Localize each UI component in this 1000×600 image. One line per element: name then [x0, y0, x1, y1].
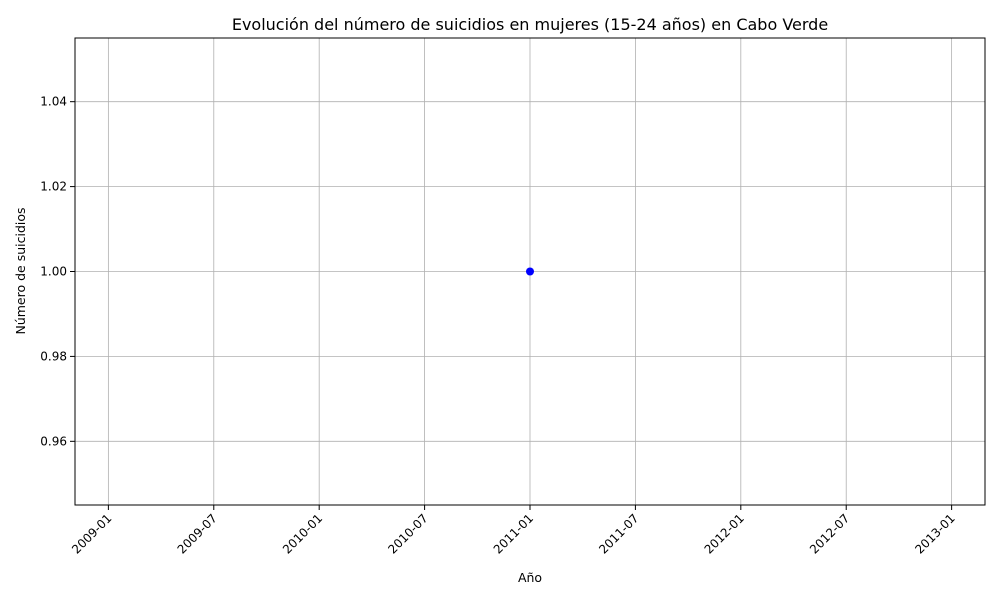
x-tick-label: 2009-07: [175, 511, 220, 556]
x-tick-label: 2012-01: [702, 511, 747, 556]
series-layer: [526, 267, 534, 276]
x-tick-label: 2012-07: [807, 511, 852, 556]
x-tick-label: 2010-07: [385, 511, 430, 556]
y-tick-label: 0.96: [40, 434, 67, 448]
x-tick-label: 2010-01: [280, 511, 325, 556]
x-tick-label: 2011-07: [596, 511, 641, 556]
y-tick-label: 1.02: [40, 180, 67, 194]
x-tick-label: 2011-01: [491, 511, 536, 556]
x-axis: 2009-01 2009-07 2010-01 2010-07 2011-01 2011-…: [69, 505, 958, 557]
chart-title: Evolución del número de suicidios en muj…: [232, 15, 828, 34]
y-axis-label: Número de suicidios: [13, 207, 28, 334]
x-tick-label: 2013-01: [912, 511, 957, 556]
y-axis: 0.96 0.98 1.00 1.02 1.04: [40, 95, 75, 448]
y-tick-label: 1.00: [40, 265, 67, 279]
y-tick-label: 0.98: [40, 349, 67, 363]
grid: [75, 38, 985, 505]
x-axis-label: Año: [518, 570, 542, 585]
y-tick-label: 1.04: [40, 95, 67, 109]
data-point[interactable]: [526, 267, 534, 276]
x-tick-label: 2009-01: [69, 511, 114, 556]
